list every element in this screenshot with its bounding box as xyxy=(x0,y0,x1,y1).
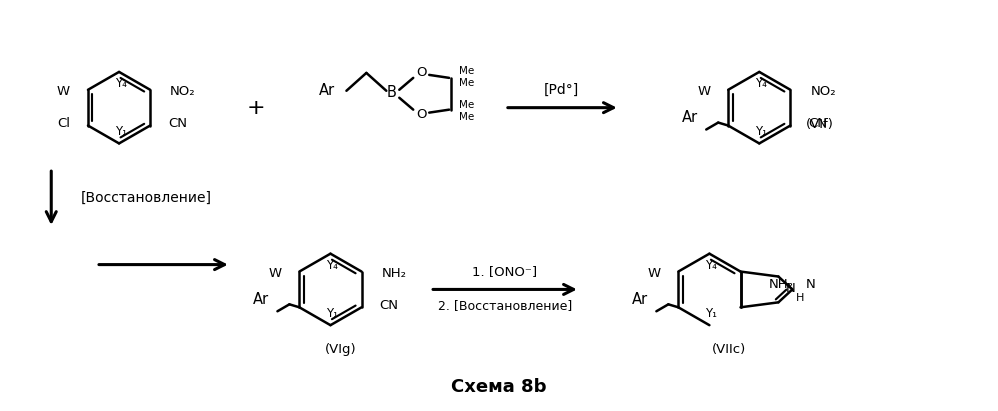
Text: Ar: Ar xyxy=(633,292,649,307)
Text: [Pd°]: [Pd°] xyxy=(544,83,580,97)
Text: NH₂: NH₂ xyxy=(768,278,793,291)
Text: 1. [ONO⁻]: 1. [ONO⁻] xyxy=(472,265,538,278)
Text: (VIIc): (VIIc) xyxy=(713,342,747,356)
Text: W: W xyxy=(268,267,281,280)
Text: Y₄: Y₄ xyxy=(326,259,338,272)
Text: NO₂: NO₂ xyxy=(810,85,836,98)
Text: CN: CN xyxy=(808,117,827,130)
Text: Y₁: Y₁ xyxy=(326,307,338,320)
Text: O: O xyxy=(416,108,426,121)
Text: W: W xyxy=(648,267,661,280)
Text: (VIg): (VIg) xyxy=(324,342,356,356)
Text: Me: Me xyxy=(459,100,474,110)
Text: NH₂: NH₂ xyxy=(381,267,406,280)
Text: Y₁: Y₁ xyxy=(706,307,718,320)
Text: W: W xyxy=(57,85,70,98)
Text: Cl: Cl xyxy=(57,117,70,130)
Text: H: H xyxy=(796,293,804,303)
Text: O: O xyxy=(416,67,426,79)
Text: Y₄: Y₄ xyxy=(706,259,718,272)
Text: NO₂: NO₂ xyxy=(170,85,196,98)
Text: Y₁: Y₁ xyxy=(755,125,767,138)
Text: Y₄: Y₄ xyxy=(755,77,767,90)
Text: N: N xyxy=(785,282,795,295)
Text: Ar: Ar xyxy=(253,292,269,307)
Text: CN: CN xyxy=(379,299,398,312)
Text: Ar: Ar xyxy=(683,110,699,125)
Text: N: N xyxy=(805,278,815,291)
Text: [Восстановление]: [Восстановление] xyxy=(81,191,212,205)
Text: B: B xyxy=(386,85,396,100)
Text: 2. [Восстановление]: 2. [Восстановление] xyxy=(438,299,572,312)
Text: Схема 8b: Схема 8b xyxy=(451,378,547,396)
Text: Y₄: Y₄ xyxy=(115,77,127,90)
Text: Me: Me xyxy=(459,112,474,122)
Text: Ar: Ar xyxy=(318,83,334,98)
Text: Me: Me xyxy=(459,78,474,88)
Text: Y₁: Y₁ xyxy=(115,125,127,138)
Text: W: W xyxy=(698,85,711,98)
Text: CN: CN xyxy=(168,117,187,130)
Text: +: + xyxy=(247,98,265,118)
Text: (VIf): (VIf) xyxy=(806,118,834,131)
Text: Me: Me xyxy=(459,66,474,76)
